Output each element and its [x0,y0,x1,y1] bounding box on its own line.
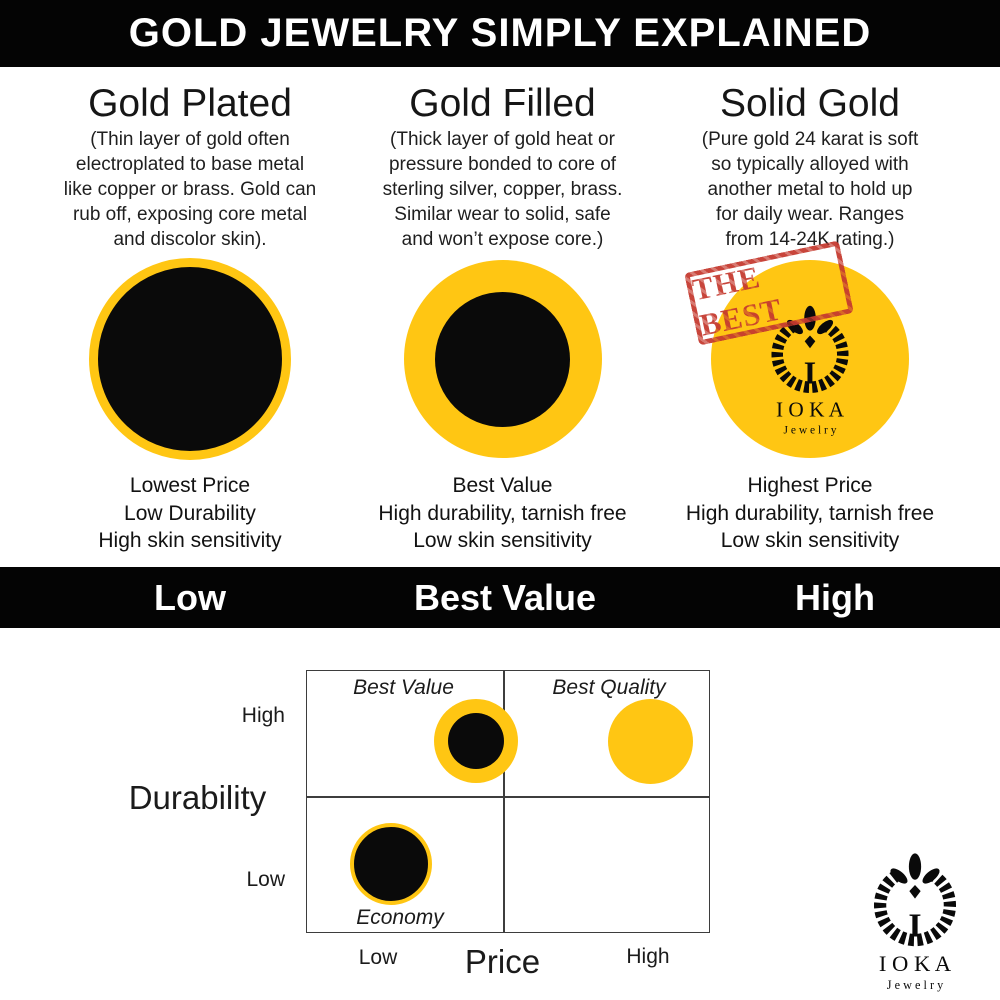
description-line: electroplated to base metal [75,154,305,176]
gold-filled-core-icon [435,291,570,427]
y-axis-low-tick-label: Low [246,868,285,891]
column-solid-gold: Solid Gold (Pure gold 24 karat is soft s… [655,67,965,554]
gold-plated-caption: Lowest Price Low Durability High skin se… [25,472,355,554]
description-line: rub off, exposing core metal [72,204,308,226]
price-level-bar: Low Best Value High [0,567,1000,628]
gold-plated-description: (Thin layer of gold often electroplated … [25,127,355,252]
gold-plated-graphic-box [25,252,355,466]
price-bar-low-label: Low [154,576,226,618]
description-line: pressure bonded to core of [388,154,617,176]
x-axis-title: Price [464,943,541,980]
chart-point-gold-filled-core-icon [448,713,504,769]
caption-line: High durability, tarnish free [378,501,627,525]
quadrant-label-best-quality: Best Quality [552,676,666,699]
description-line: like copper or brass. Gold can [63,179,317,201]
solid-gold-description: (Pure gold 24 karat is soft so typically… [655,127,965,252]
gold-plated-circle-icon [89,258,291,461]
description-line: so typically alloyed with [711,154,909,176]
y-axis-high-tick-label: High [241,704,285,727]
description-line: and discolor skin). [113,229,267,251]
page-title: GOLD JEWELRY SIMPLY EXPLAINED [128,11,872,55]
gold-filled-description: (Thick layer of gold heat or pressure bo… [340,127,665,252]
quadrant-chart-horizontal-divider [306,796,710,798]
caption-line: Highest Price [747,474,873,498]
description-line: sterling silver, copper, brass. [382,179,623,201]
price-bar-best-label: Best Value [413,576,597,618]
title-bar: GOLD JEWELRY SIMPLY EXPLAINED [0,0,1000,67]
ioka-logo-corner-icon [849,842,981,993]
price-bar-high-label: High [795,576,875,618]
caption-line: Lowest Price [129,474,251,498]
caption-line: High skin sensitivity [98,529,282,552]
description-line: for daily wear. Ranges [716,204,904,226]
caption-line: High durability, tarnish free [685,501,935,525]
description-line: (Pure gold 24 karat is soft [701,129,919,151]
quadrant-label-best-value: Best Value [353,676,454,699]
y-axis-title: Durability [128,779,267,816]
quadrant-label-economy: Economy [356,906,444,929]
description-line: Similar wear to solid, safe [394,204,611,226]
column-gold-filled: Gold Filled (Thick layer of gold heat or… [340,67,665,554]
gold-filled-circle-icon [403,260,602,459]
solid-gold-circle-icon [711,260,909,459]
gold-filled-graphic-box [340,252,665,466]
column-gold-plated: Gold Plated (Thin layer of gold often el… [25,67,355,554]
description-line: another metal to hold up [707,179,913,201]
x-axis-high-tick-label: High [626,945,670,968]
quadrant-chart-frame [306,670,710,933]
caption-line: Low Durability [124,501,256,525]
chart-point-solid-gold-icon [608,699,693,784]
gold-plated-heading: Gold Plated [88,82,292,125]
chart-point-gold-filled-icon [434,699,518,783]
chart-point-gold-plated-icon [350,823,432,905]
caption-line: Low skin sensitivity [720,529,900,552]
description-line: (Thin layer of gold often [90,129,290,151]
gold-filled-caption: Best Value High durability, tarnish free… [340,472,665,554]
x-axis-low-tick-label: Low [358,946,398,969]
description-line: and won’t expose core.) [401,229,604,251]
description-line: from 14-24K rating.) [725,229,895,251]
quadrant-chart-vertical-divider [503,670,505,933]
caption-line: Low skin sensitivity [413,529,592,552]
solid-gold-graphic-box [655,252,965,466]
solid-gold-caption: Highest Price High durability, tarnish f… [655,472,965,554]
solid-gold-heading: Solid Gold [720,82,900,125]
gold-filled-heading: Gold Filled [409,82,596,125]
description-line: (Thick layer of gold heat or [390,129,615,151]
caption-line: Best Value [452,474,553,498]
